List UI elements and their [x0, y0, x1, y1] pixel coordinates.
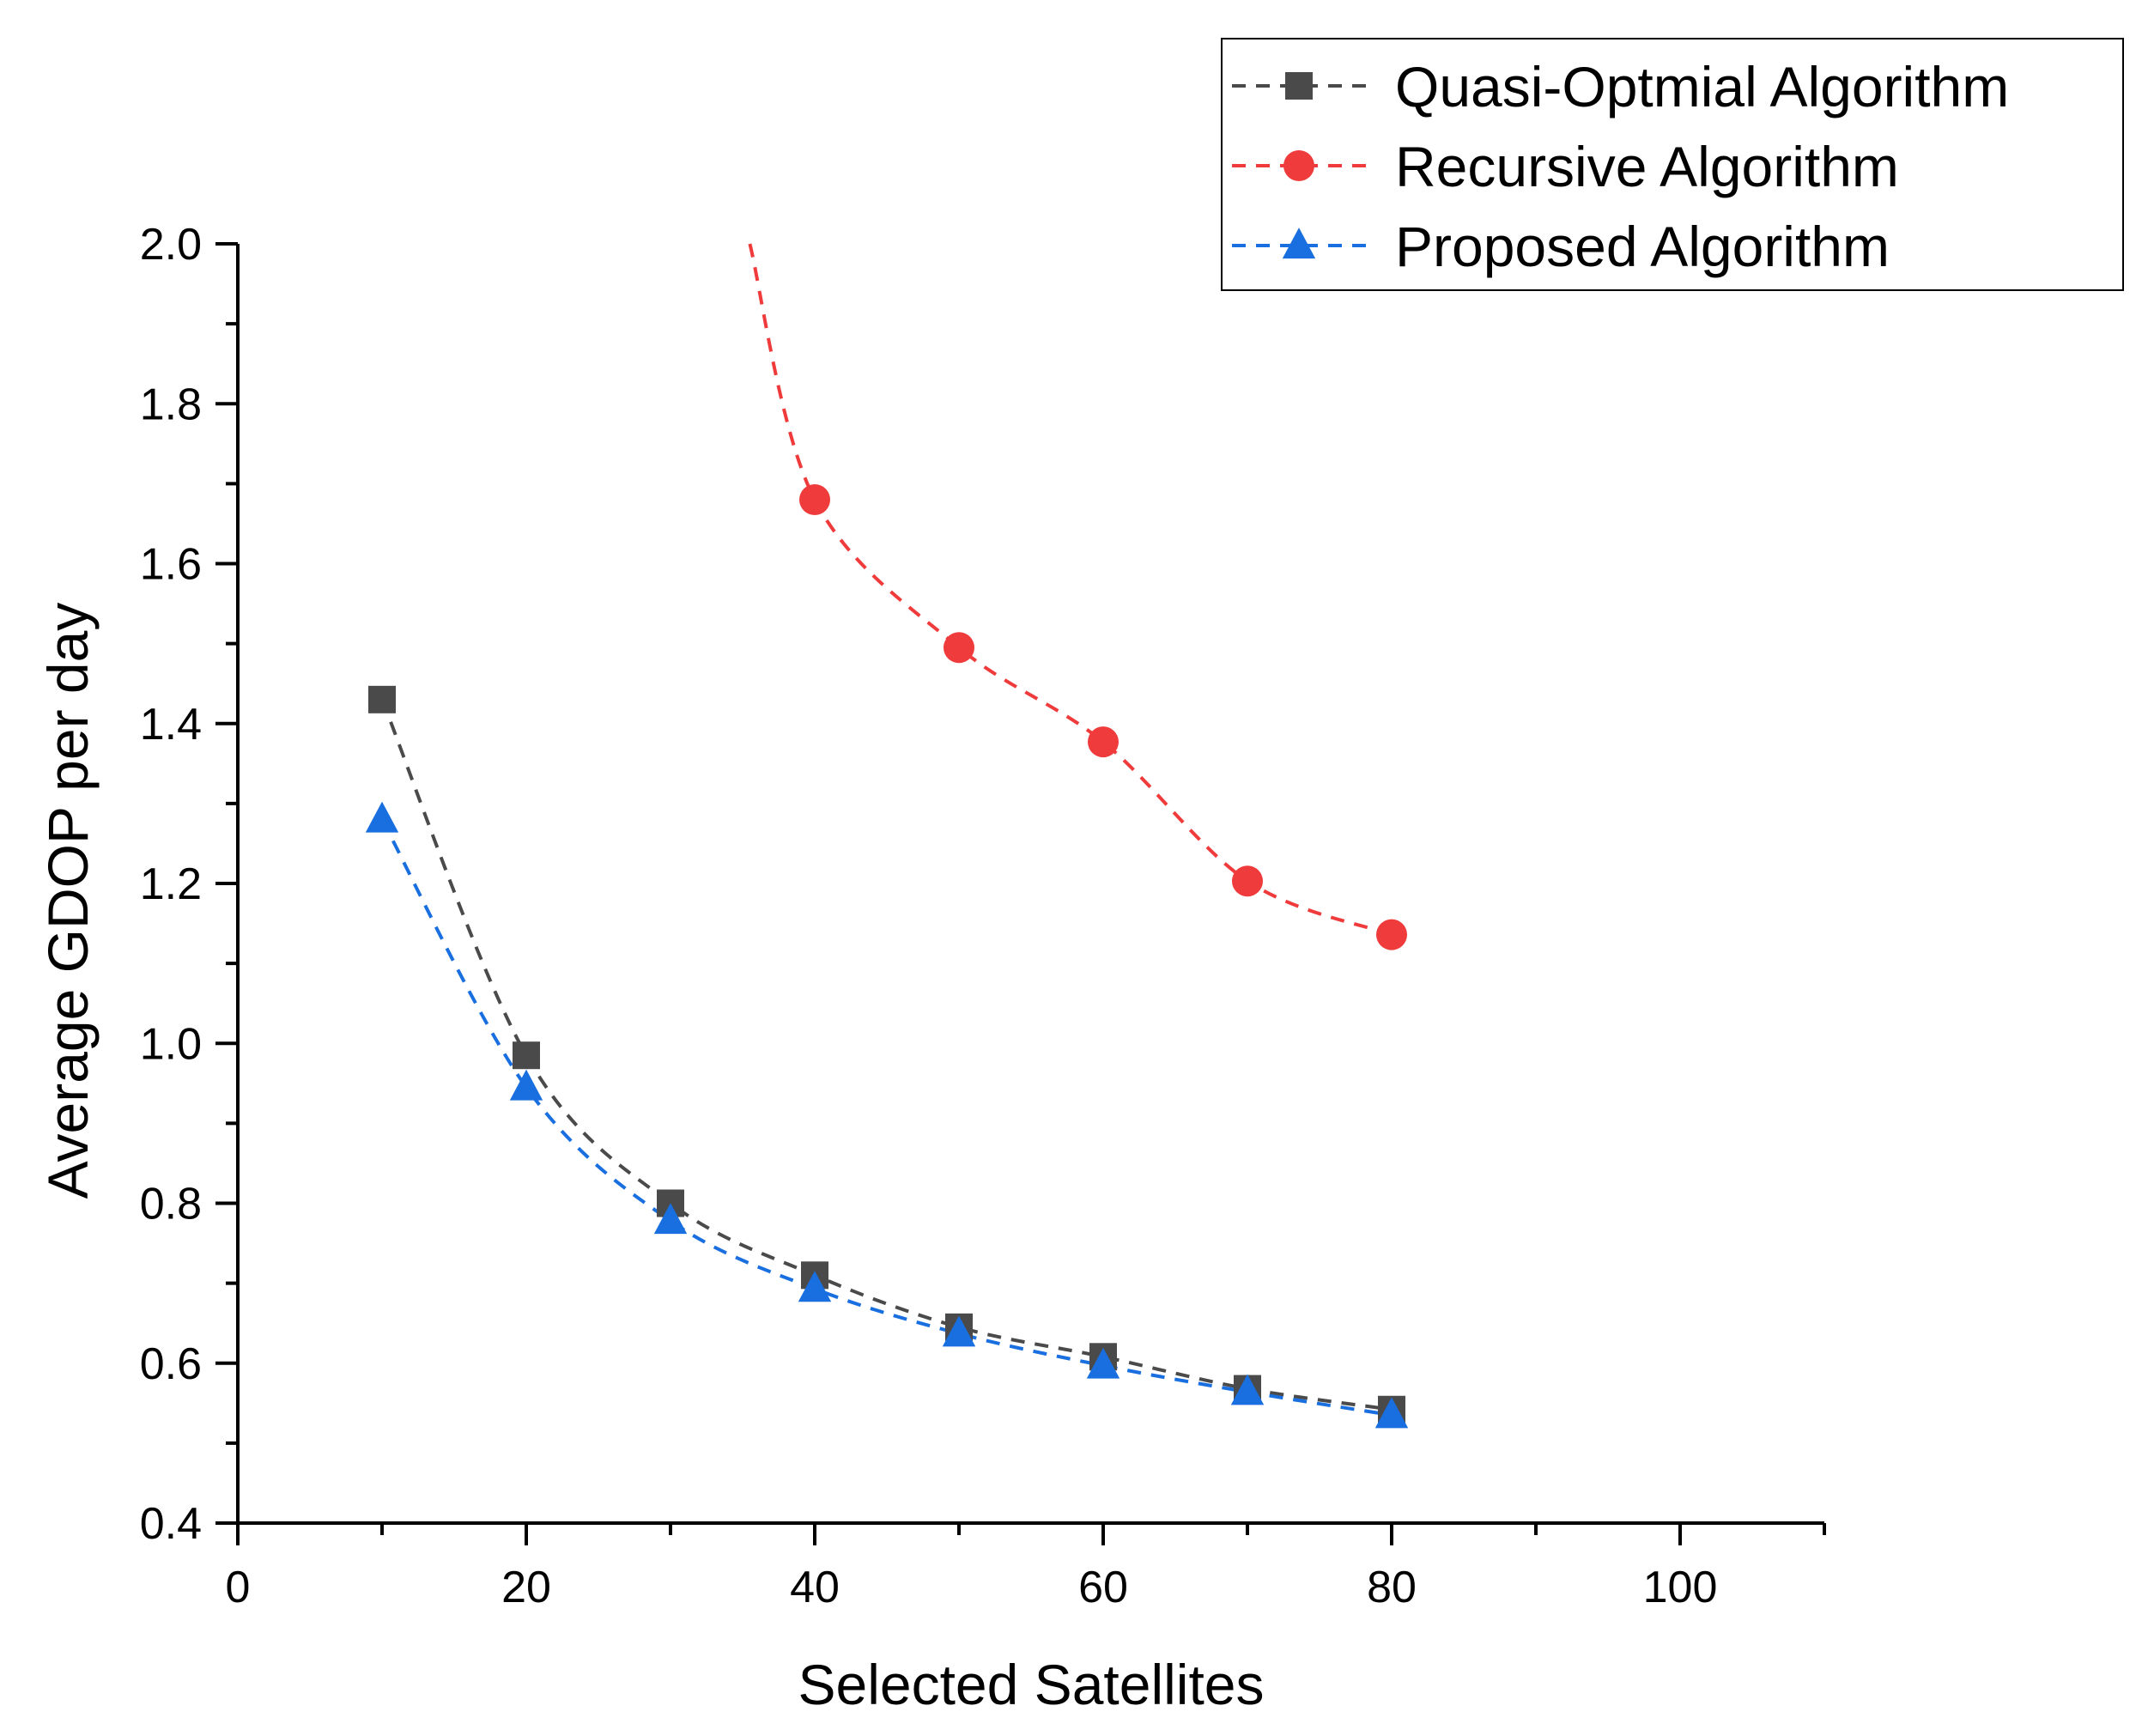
legend: Quasi-Optmial Algorithm Recursive Algorit…	[1221, 38, 2124, 291]
series-line-2	[748, 243, 1393, 937]
axes	[236, 244, 1824, 1525]
data-point-series-3	[1086, 1347, 1120, 1379]
x-tick-label: 40	[790, 1563, 840, 1612]
y-tick-label: 1.4	[140, 700, 202, 750]
data-point-series-3	[798, 1271, 832, 1302]
legend-marker-1	[1285, 72, 1313, 100]
x-tick-label: 0	[226, 1563, 251, 1612]
data-point-series-3	[509, 1069, 543, 1101]
legend-marker-2	[1283, 150, 1314, 181]
legend-label-3: Proposed Algorithm	[1395, 215, 1890, 278]
data-point-series-3	[942, 1315, 976, 1347]
data-point-series-3	[1230, 1374, 1265, 1405]
data-point-series-3	[365, 801, 399, 833]
x-tick-label: 80	[1367, 1563, 1417, 1612]
data-point-series-1	[513, 1041, 540, 1070]
series-lines	[380, 243, 1393, 1417]
x-axis-ticks: 0 20 40 60 80 100	[226, 1523, 1826, 1612]
x-axis-title: Selected Satellites	[798, 1653, 1265, 1716]
data-point-series-1	[368, 685, 396, 713]
series-line-1	[380, 699, 1393, 1411]
x-tick-label: 20	[501, 1563, 551, 1612]
y-tick-label: 1.0	[140, 1019, 202, 1069]
y-tick-label: 2.0	[140, 220, 202, 270]
data-point-series-3	[1374, 1397, 1409, 1429]
legend-label-2: Recursive Algorithm	[1395, 135, 1899, 198]
data-point-series-2	[1376, 919, 1407, 950]
legend-box	[1221, 38, 2124, 291]
y-tick-label: 1.8	[140, 379, 202, 429]
series-markers	[365, 484, 1409, 1429]
y-tick-label: 0.8	[140, 1180, 202, 1229]
y-axis-title: Average GDOP per day	[36, 603, 100, 1199]
series-line-3	[380, 818, 1393, 1417]
data-point-series-3	[653, 1203, 688, 1235]
y-axis-ticks: 0.4 0.6 0.8 1.0 1.2 1.4 1.6 1.8 2.0	[140, 220, 238, 1549]
y-tick-label: 0.6	[140, 1339, 202, 1389]
y-tick-label: 1.2	[140, 859, 202, 909]
y-tick-label: 0.4	[140, 1499, 202, 1549]
data-point-series-2	[1232, 865, 1263, 897]
x-tick-label: 100	[1643, 1563, 1718, 1612]
data-point-series-2	[1088, 726, 1119, 758]
x-tick-label: 60	[1078, 1563, 1128, 1612]
data-point-series-2	[944, 632, 974, 664]
y-tick-label: 1.6	[140, 540, 202, 590]
legend-label-1: Quasi-Optmial Algorithm	[1395, 55, 2009, 118]
legend-marker-3	[1282, 228, 1316, 259]
data-point-series-2	[799, 484, 830, 515]
